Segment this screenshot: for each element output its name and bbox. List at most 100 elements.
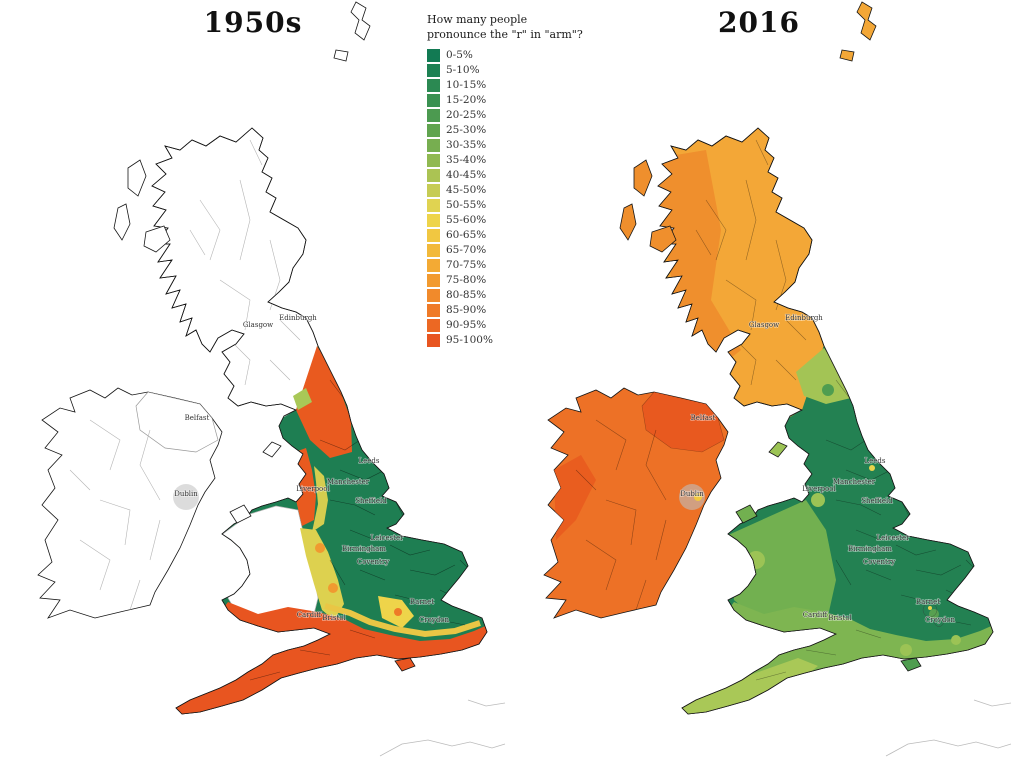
city-label-leicester: Leicester — [371, 534, 405, 542]
city-label-sheffield: Sheffield — [861, 497, 893, 505]
dublin-area-marker — [173, 484, 199, 510]
legend-label: 40-45% — [446, 168, 487, 181]
city-label-birmingham: Birmingham — [342, 545, 386, 553]
city-label-coventry: Coventry — [863, 558, 895, 566]
legend-item: 35-40% — [427, 153, 597, 167]
northwest-light-spot — [811, 493, 825, 507]
legend-label: 70-75% — [446, 258, 487, 271]
legend-item: 30-35% — [427, 138, 597, 152]
shetland-islands — [856, 1, 877, 41]
city-label-edinburgh: Edinburgh — [785, 314, 823, 322]
city-label-belfast: Belfast — [185, 414, 210, 422]
legend-label: 60-65% — [446, 228, 487, 241]
legend-item: 95-100% — [427, 333, 597, 347]
legend-label: 55-60% — [446, 213, 487, 226]
city-label-croydon: Croydon — [925, 616, 956, 624]
midlands-orange-spot — [328, 583, 338, 593]
legend-swatch — [427, 183, 440, 197]
legend-label: 65-70% — [446, 243, 487, 256]
legend-item: 40-45% — [427, 168, 597, 182]
legend-swatch — [427, 228, 440, 242]
london-borough-rings — [428, 617, 438, 627]
legend-label: 25-30% — [446, 123, 487, 136]
city-label-liverpool: Liverpool — [802, 485, 836, 493]
legend-item: 75-80% — [427, 273, 597, 287]
legend-label: 75-80% — [446, 273, 487, 286]
legend-swatch — [427, 78, 440, 92]
shetland-islands — [350, 1, 371, 41]
legend-item: 15-20% — [427, 93, 597, 107]
legend-label: 35-40% — [446, 153, 487, 166]
legend-label: 5-10% — [446, 63, 480, 76]
legend-label: 85-90% — [446, 303, 487, 316]
city-label-glasgow: Glasgow — [243, 321, 273, 329]
legend-swatch — [427, 168, 440, 182]
legend-swatch — [427, 93, 440, 107]
london-borough-rings — [416, 602, 432, 618]
city-label-dublin: Dublin — [174, 490, 198, 498]
legend-item: 45-50% — [427, 183, 597, 197]
legend-item: 25-30% — [427, 123, 597, 137]
legend-item: 60-65% — [427, 228, 597, 242]
legend-item: 70-75% — [427, 258, 597, 272]
south-coast-spot — [951, 635, 961, 645]
legend-swatch — [427, 333, 440, 347]
legend-swatch — [427, 213, 440, 227]
city-label-liverpool: Liverpool — [296, 485, 330, 493]
legend: How many people pronounce the "r" in "ar… — [427, 12, 597, 349]
legend-swatch — [427, 48, 440, 62]
london-borough-rings — [934, 617, 944, 627]
legend-swatch — [427, 303, 440, 317]
legend-swatch — [427, 243, 440, 257]
city-label-barnet: Barnet — [916, 598, 940, 606]
legend-title: How many people pronounce the "r" in "ar… — [427, 13, 583, 42]
city-label-manchester: Manchester — [327, 478, 370, 486]
france-coastline — [885, 699, 1012, 757]
legend-label: 10-15% — [446, 78, 487, 91]
map-2016: Glasgow Edinburgh Belfast Dublin Leeds L… — [543, 1, 1012, 757]
london-borough-rings — [922, 602, 938, 618]
legend-swatch — [427, 273, 440, 287]
city-label-cardiff: Cardiff — [297, 611, 323, 619]
legend-label: 30-35% — [446, 138, 487, 151]
region-ireland-west — [554, 455, 596, 540]
legend-swatch — [427, 198, 440, 212]
legend-swatch — [427, 288, 440, 302]
legend-items: 0-5% 5-10% 10-15% 15-20% 20-25% 25-30% 30-35% 3… — [427, 48, 597, 347]
isle-of-man — [768, 441, 788, 458]
city-label-bristol: Bristol — [322, 614, 346, 622]
region-cornwall — [658, 658, 818, 714]
legend-item: 85-90% — [427, 303, 597, 317]
isle-of-man — [262, 441, 282, 458]
city-label-manchester: Manchester — [833, 478, 876, 486]
city-label-dublin: Dublin — [680, 490, 704, 498]
legend-label: 50-55% — [446, 198, 487, 211]
city-label-coventry: Coventry — [357, 558, 389, 566]
isle-of-wight — [394, 657, 416, 672]
legend-item: 20-25% — [427, 108, 597, 122]
legend-swatch — [427, 318, 440, 332]
city-label-birmingham: Birmingham — [848, 545, 892, 553]
city-label-glasgow: Glasgow — [749, 321, 779, 329]
city-label-bristol: Bristol — [828, 614, 852, 622]
legend-item: 0-5% — [427, 48, 597, 62]
city-label-cardiff: Cardiff — [803, 611, 829, 619]
city-label-leeds: Leeds — [358, 457, 379, 465]
orkney-islands — [333, 49, 349, 62]
legend-label: 95-100% — [446, 333, 493, 346]
legend-item: 5-10% — [427, 63, 597, 77]
legend-item: 80-85% — [427, 288, 597, 302]
legend-swatch — [427, 258, 440, 272]
city-label-belfast: Belfast — [691, 414, 716, 422]
midlands-orange-spot — [315, 543, 325, 553]
legend-label: 15-20% — [446, 93, 487, 106]
map-title-2016: 2016 — [718, 6, 800, 39]
orkney-islands — [839, 49, 855, 62]
city-label-sheffield: Sheffield — [355, 497, 387, 505]
legend-swatch — [427, 63, 440, 77]
borders-green-spot — [822, 384, 834, 396]
legend-label: 45-50% — [446, 183, 487, 196]
oxford-orange-spot — [394, 608, 402, 616]
dublin-yellow-spot — [694, 493, 702, 501]
